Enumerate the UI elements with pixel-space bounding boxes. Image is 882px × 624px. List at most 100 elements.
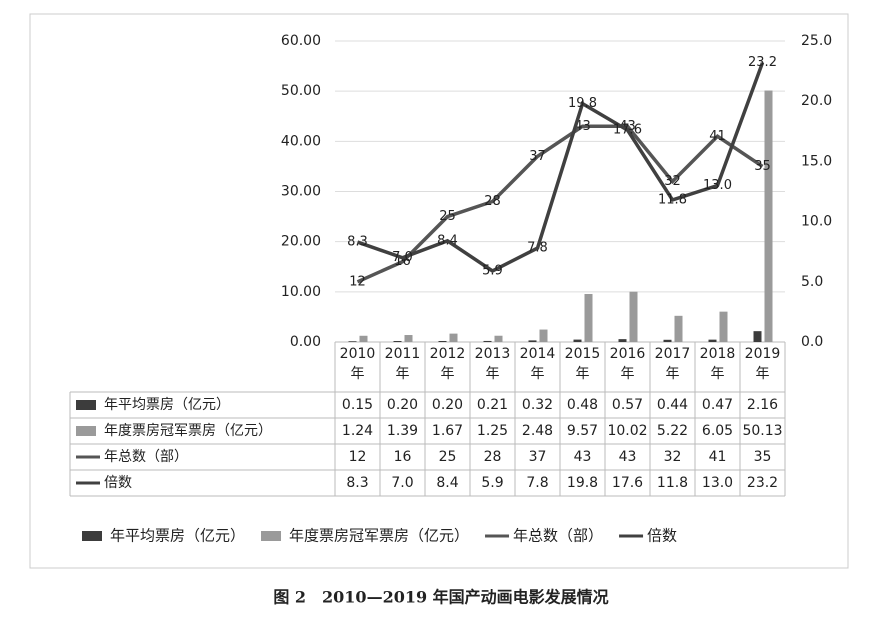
bar <box>708 339 717 342</box>
table-cell: 6.05 <box>702 423 733 439</box>
bar <box>674 315 683 342</box>
data-label: 7.0 <box>392 250 413 265</box>
table-cell: 1.25 <box>477 423 508 439</box>
table-row-label: 年度票房冠军票房（亿元） <box>104 423 272 439</box>
x-tick-label: 2014年 <box>519 346 556 382</box>
data-label: 17.6 <box>613 123 642 138</box>
table-swatch <box>76 426 96 436</box>
data-label: 28 <box>484 194 501 209</box>
data-label: 25 <box>439 209 456 224</box>
y2-tick-label: 20.0 <box>801 93 832 109</box>
bar <box>719 311 728 342</box>
bar <box>393 340 402 342</box>
table-cell: 1.67 <box>432 423 463 439</box>
data-label: 12 <box>349 274 366 289</box>
bar <box>584 293 593 342</box>
table-cell: 23.2 <box>747 475 778 491</box>
table-cell: 5.9 <box>481 475 503 491</box>
bar <box>539 329 548 342</box>
table-cell: 7.0 <box>391 475 413 491</box>
table-cell: 13.0 <box>702 475 733 491</box>
y2-tick-label: 10.0 <box>801 214 832 230</box>
bar <box>764 90 773 343</box>
table-cell: 28 <box>484 449 502 465</box>
table-cell: 43 <box>574 449 592 465</box>
bar <box>573 339 582 342</box>
y2-tick-label: 25.0 <box>801 33 832 49</box>
data-label: 8.4 <box>437 233 458 248</box>
data-label: 5.9 <box>482 263 503 278</box>
table-cell: 0.57 <box>612 397 643 413</box>
table-cell: 50.13 <box>742 423 782 439</box>
table-row-label: 年平均票房（亿元） <box>104 397 230 413</box>
data-label: 7.8 <box>527 241 548 256</box>
table-cell: 10.02 <box>607 423 647 439</box>
x-tick-label: 2012年 <box>429 346 466 382</box>
table-cell: 41 <box>709 449 727 465</box>
y2-tick-label: 15.0 <box>801 153 832 169</box>
table-cell: 0.20 <box>387 397 418 413</box>
table-cell: 12 <box>349 449 367 465</box>
table-cell: 0.21 <box>477 397 508 413</box>
bar <box>629 291 638 342</box>
y-tick-label: 40.00 <box>281 133 321 149</box>
data-label: 11.8 <box>658 192 687 207</box>
table-cell: 37 <box>529 449 547 465</box>
y2-tick-label: 5.0 <box>801 274 823 290</box>
table-row-label: 倍数 <box>104 475 132 491</box>
x-tick-label: 2019年 <box>744 346 781 382</box>
table-cell: 9.57 <box>567 423 598 439</box>
table-cell: 8.4 <box>436 475 458 491</box>
table-cell: 0.32 <box>522 397 553 413</box>
legend-swatch <box>261 531 282 541</box>
bar <box>618 339 627 342</box>
data-label: 13.0 <box>703 178 732 193</box>
data-label: 23.2 <box>748 55 777 70</box>
table-cell: 16 <box>394 449 412 465</box>
bar <box>348 341 357 342</box>
table-cell: 1.24 <box>342 423 373 439</box>
line <box>356 124 764 284</box>
bar <box>663 339 672 342</box>
x-tick-label: 2018年 <box>699 346 736 382</box>
legend-label: 年平均票房（亿元） <box>110 527 245 545</box>
data-label: 35 <box>754 159 771 174</box>
data-label: 43 <box>619 119 636 134</box>
data-label: 19.8 <box>568 96 597 111</box>
data-label: 41 <box>709 129 726 144</box>
data-label: 32 <box>664 174 681 189</box>
legend-label: 年度票房冠军票房（亿元） <box>289 527 469 545</box>
bar <box>438 340 447 342</box>
bar <box>483 340 492 342</box>
y-tick-label: 60.00 <box>281 33 321 49</box>
y-tick-label: 20.00 <box>281 234 321 250</box>
y-tick-label: 10.00 <box>281 284 321 300</box>
table-cell: 8.3 <box>346 475 368 491</box>
legend-label: 倍数 <box>647 527 677 545</box>
bar <box>753 331 762 342</box>
x-tick-label: 2010年 <box>339 346 376 382</box>
table-cell: 43 <box>619 449 637 465</box>
table-cell: 32 <box>664 449 682 465</box>
x-tick-label: 2011年 <box>384 346 421 382</box>
legend-label: 年总数（部） <box>513 527 603 545</box>
data-label: 8.3 <box>347 235 368 250</box>
table-cell: 2.48 <box>522 423 553 439</box>
line <box>356 62 765 273</box>
table-cell: 0.15 <box>342 397 373 413</box>
x-tick-label: 2015年 <box>564 346 601 382</box>
bar <box>494 335 503 342</box>
table-row-label: 年总数（部） <box>104 449 188 465</box>
x-tick-label: 2016年 <box>609 346 646 382</box>
table-cell: 17.6 <box>612 475 643 491</box>
table-cell: 0.20 <box>432 397 463 413</box>
data-label: 37 <box>529 149 546 164</box>
bar <box>404 335 413 342</box>
table-cell: 2.16 <box>747 397 778 413</box>
table-cell: 7.8 <box>526 475 548 491</box>
table-swatch <box>76 400 96 410</box>
table-cell: 5.22 <box>657 423 688 439</box>
table-cell: 11.8 <box>657 475 688 491</box>
